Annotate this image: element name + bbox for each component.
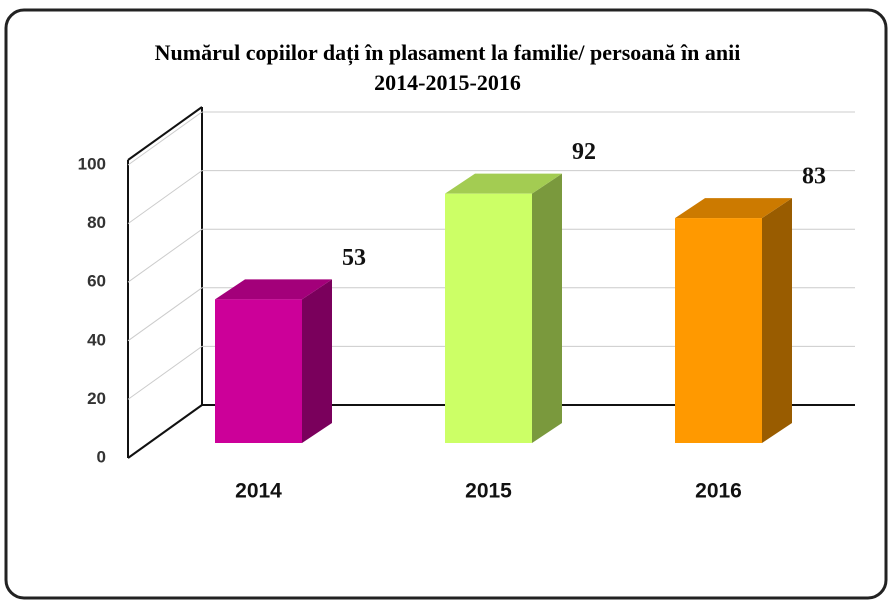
x-tick-label: 2015 — [465, 480, 512, 503]
bar — [215, 299, 302, 443]
bar — [675, 218, 762, 443]
y-tick-label: 60 — [87, 272, 106, 291]
wall-edge — [127, 106, 203, 161]
value-label: 92 — [572, 139, 596, 165]
y-tick-label: 100 — [78, 154, 106, 173]
bar-top — [675, 198, 792, 219]
value-label: 83 — [802, 164, 826, 190]
x-tick-label: 2016 — [695, 480, 742, 503]
title-box: Numărul copiilor dați în plasament la fa… — [0, 38, 895, 98]
y-tick-label: 0 — [97, 447, 106, 466]
y-tick-label: 20 — [87, 389, 106, 408]
value-label: 53 — [342, 245, 366, 271]
y-tick-label: 80 — [87, 213, 106, 232]
bar — [445, 193, 532, 443]
floor-edge — [127, 404, 203, 459]
bar-side — [762, 198, 792, 443]
y-tick-label: 40 — [87, 330, 106, 349]
bar-top — [215, 279, 332, 300]
grid-line — [127, 170, 855, 225]
x-tick-label: 2014 — [235, 480, 282, 503]
bar-side — [532, 173, 562, 443]
bar-top — [445, 173, 562, 194]
grid-line — [127, 228, 855, 283]
grid-line — [127, 345, 855, 400]
bar-side — [302, 279, 332, 443]
chart-title: Numărul copiilor dați în plasament la fa… — [154, 40, 741, 95]
grid-line — [127, 111, 855, 166]
grid-line — [127, 287, 855, 342]
